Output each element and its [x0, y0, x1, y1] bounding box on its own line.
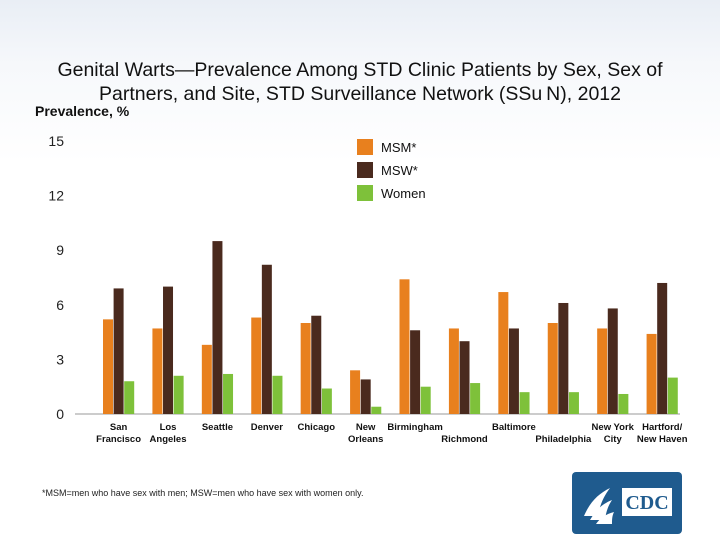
x-tick-label: San [110, 422, 128, 433]
bar-msw [607, 308, 618, 414]
bar-women [568, 392, 579, 414]
bar-msw [360, 379, 371, 414]
x-tick-label: Chicago [298, 422, 336, 433]
x-tick-label: Philadelphia [535, 434, 592, 445]
bar-msw [113, 288, 124, 414]
bar-msm [399, 279, 410, 414]
y-tick-label: 9 [56, 242, 64, 258]
x-tick-label: New Haven [637, 434, 688, 445]
bar-msw [212, 241, 223, 414]
x-tick-label: Orleans [348, 434, 383, 445]
hhs-eagle-icon [584, 488, 614, 524]
bar-women [667, 377, 678, 414]
y-tick-label: 6 [56, 297, 64, 313]
bar-msm [350, 370, 361, 414]
legend-swatch-msm [357, 139, 373, 155]
x-tick-label: New York [592, 422, 635, 433]
legend-swatch-msw [357, 162, 373, 178]
bar-msm [201, 344, 212, 414]
y-tick-label: 12 [48, 188, 64, 204]
x-tick-label: Richmond [441, 434, 488, 445]
cdc-logo: CDC [572, 472, 682, 534]
bar-msw [657, 282, 668, 414]
bar-women [321, 388, 332, 414]
x-tick-label: Francisco [96, 434, 141, 445]
x-tick-label: Angeles [150, 434, 187, 445]
bar-women [223, 373, 234, 414]
bar-msm [597, 328, 608, 414]
bar-msm [547, 323, 558, 414]
x-tick-label: Seattle [202, 422, 233, 433]
bar-msw [311, 315, 322, 414]
bar-msm [300, 323, 311, 414]
bar-msm [251, 317, 262, 414]
bar-women [173, 375, 184, 414]
bar-women [420, 386, 431, 414]
x-tick-label: Los [160, 422, 177, 433]
y-axis-label: Prevalence, % [35, 103, 130, 119]
legend-label: MSW* [381, 163, 418, 178]
x-tick-label: Hartford/ [642, 422, 682, 433]
bar-msw [410, 330, 421, 414]
bar-msm [498, 292, 509, 414]
x-tick-label: Birmingham [387, 422, 442, 433]
x-tick-label: Baltimore [492, 422, 536, 433]
bar-msm [152, 328, 163, 414]
cdc-wordmark-box [622, 488, 672, 516]
y-tick-label: 15 [48, 133, 64, 149]
bar-women [272, 375, 283, 414]
bar-msw [459, 341, 470, 414]
chart-title: Genital Warts—Prevalence Among STD Clini… [57, 59, 663, 105]
y-tick-label: 0 [56, 406, 64, 422]
y-tick-label: 3 [56, 351, 64, 367]
cdc-wordmark: CDC [625, 492, 668, 514]
bar-women [519, 392, 530, 414]
x-tick-label: City [604, 434, 623, 445]
bar-msw [261, 264, 272, 414]
legend-swatch-women [357, 185, 373, 201]
bar-msm [103, 319, 113, 414]
x-tick-label: Denver [251, 422, 284, 433]
legend-label: MSM* [381, 140, 416, 155]
bar-msm [646, 333, 657, 414]
legend-label: Women [381, 186, 426, 201]
bar-msw [163, 286, 174, 414]
bar-msm [448, 328, 459, 414]
x-tick-label: New [356, 422, 376, 433]
footnote: *MSM=men who have sex with men; MSW=men … [42, 488, 364, 498]
bar-women [124, 381, 135, 414]
bar-women [371, 406, 382, 414]
bar-women [618, 393, 629, 414]
bar-msw [558, 302, 569, 414]
bar-women [470, 383, 481, 414]
bar-msw [508, 328, 519, 414]
